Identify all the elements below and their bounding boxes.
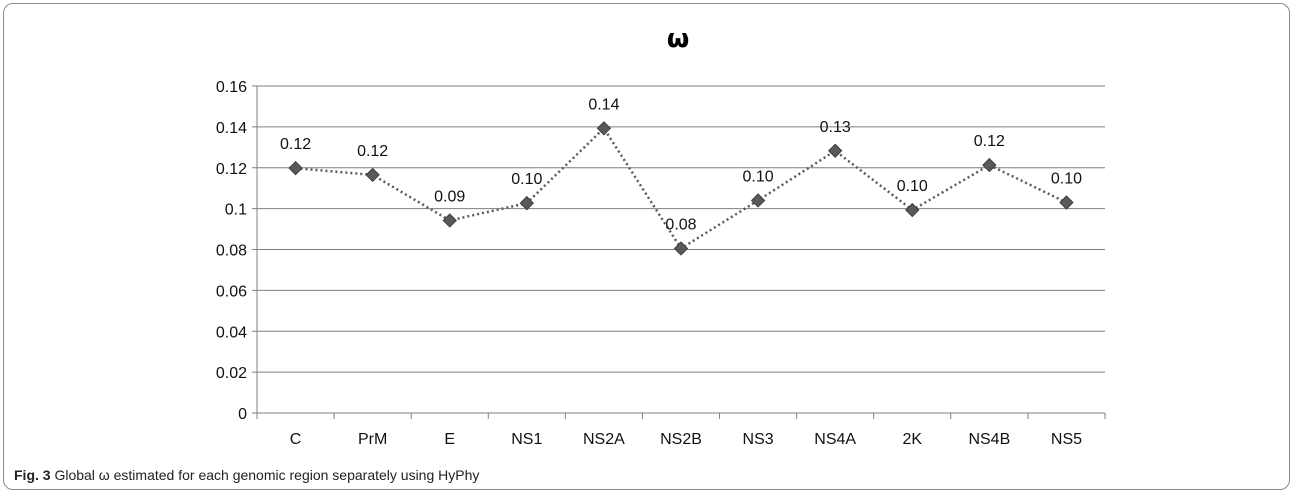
data-point-marker [365,167,380,183]
y-tick-label: 0.14 [216,120,247,137]
figure-frame [3,3,1290,490]
data-label: 0.14 [588,96,619,113]
data-point-marker [827,143,843,158]
axes [256,86,1106,419]
x-tick-label: NS5 [1051,431,1082,448]
x-tick-label: C [290,431,302,448]
x-tick-label: NS4B [968,431,1010,448]
x-tick-label: NS4A [814,431,856,448]
y-tick-label: 0 [238,406,247,423]
data-labels: 0.12 0.12 0.09 0.10 0.14 0.08 0.10 0.13 0.10 0.12… [280,96,1082,233]
data-label: 0.12 [357,143,388,160]
y-tick-label: 0.02 [216,365,247,382]
line-chart: ω 0 0.02 0.04 0.06 0.08 0.1 0.12 0.14 0.16 C PrM E… [216,24,1106,448]
y-tick-label: 0.04 [216,324,247,341]
data-label: 0.10 [511,171,542,188]
data-point-marker [1059,195,1074,210]
data-label: 0.08 [665,216,696,233]
caption-text: Global ω estimated for each genomic regi… [50,467,480,483]
y-tick-label: 0.06 [216,283,247,300]
x-tick-labels: C PrM E NS1 NS2A NS2B NS3 NS4A 2K NS4B NS5 [290,431,1082,448]
x-tick-label: NS2A [583,431,625,448]
data-point-marker [750,193,766,208]
x-tick-label: PrM [358,431,387,448]
data-label: 0.10 [897,178,928,195]
y-tick-labels: 0 0.02 0.04 0.06 0.08 0.1 0.12 0.14 0.16 [216,79,247,423]
y-tick-label: 0.12 [216,161,247,178]
grid-lines [252,85,1105,414]
data-point-marker [596,121,612,136]
data-point-marker [673,241,689,256]
data-label: 0.12 [280,136,311,153]
data-point-marker [982,157,997,173]
x-tick-label: NS1 [511,431,542,448]
x-tick-label: NS2B [660,431,702,448]
data-point-marker [288,160,303,176]
x-tick-label: NS3 [743,431,774,448]
data-point-marker [442,213,457,228]
data-label: 0.10 [1051,170,1082,187]
caption-label: Fig. 3 [14,467,51,483]
data-point-marker [519,195,535,211]
figure-caption: Fig. 3 Global ω estimated for each genom… [14,467,479,483]
data-label: 0.12 [974,133,1005,150]
x-tick-label: 2K [902,431,922,448]
y-tick-label: 0.1 [225,202,247,219]
series-omega [288,121,1074,256]
y-tick-label: 0.08 [216,243,247,260]
data-label: 0.10 [743,168,774,185]
y-tick-label: 0.16 [216,79,247,96]
data-label: 0.13 [820,119,851,136]
data-point-marker [905,202,920,218]
chart-title: ω [667,24,690,54]
data-label: 0.09 [434,188,465,205]
x-tick-label: E [444,431,455,448]
